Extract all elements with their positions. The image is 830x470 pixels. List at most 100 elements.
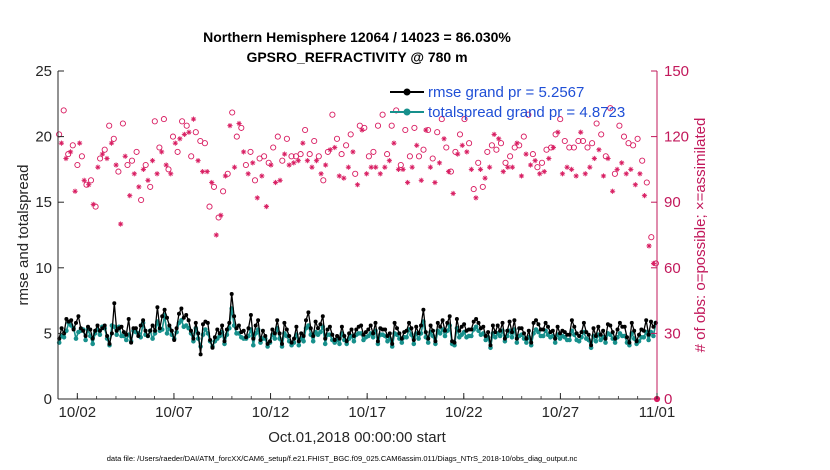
rmse-point bbox=[181, 315, 186, 320]
assimilated-obs-marker bbox=[377, 171, 383, 177]
totalspread-point bbox=[83, 337, 88, 343]
rmse-point bbox=[435, 320, 440, 325]
possible-obs-marker bbox=[288, 153, 295, 160]
axes: 0 5 10 15 20 25 0 30 60 90 120 150 10/02 10/07 10/12 10… bbox=[35, 63, 689, 421]
rmse-point bbox=[649, 319, 653, 324]
assimilated-obs-marker bbox=[473, 195, 479, 201]
rmse-point bbox=[224, 327, 229, 332]
rmse-point bbox=[165, 315, 169, 320]
possible-obs-marker bbox=[616, 122, 623, 129]
possible-obs-marker bbox=[566, 144, 573, 151]
rmse-point bbox=[121, 330, 126, 335]
assimilated-obs-marker bbox=[436, 160, 443, 166]
assimilated-obs-marker bbox=[77, 140, 83, 146]
possible-obs-marker bbox=[87, 177, 95, 184]
assimilated-obs-marker bbox=[272, 179, 279, 186]
assimilated-obs-marker bbox=[555, 129, 561, 135]
rmse-point bbox=[335, 334, 340, 338]
possible-obs-marker bbox=[434, 129, 441, 136]
possible-obs-marker bbox=[119, 120, 126, 127]
possible-obs-marker bbox=[415, 153, 423, 160]
totalspread-point bbox=[150, 336, 155, 341]
assimilated-obs-marker bbox=[282, 151, 288, 157]
assimilated-obs-marker bbox=[532, 158, 538, 164]
rmse-point bbox=[399, 336, 404, 341]
assimilated-obs-marker bbox=[600, 173, 607, 179]
rmse-point bbox=[64, 317, 69, 321]
possible-obs-marker bbox=[333, 135, 341, 142]
possible-obs-marker bbox=[589, 140, 596, 147]
rmse-point bbox=[512, 318, 517, 323]
totalspread-point bbox=[469, 333, 474, 339]
possible-obs-marker bbox=[397, 161, 404, 169]
x-tick-label: 11/01 bbox=[639, 404, 675, 421]
assimilated-obs-marker bbox=[477, 166, 484, 172]
assimilated-obs-marker bbox=[332, 144, 338, 151]
rmse-point bbox=[603, 336, 608, 341]
legend-marker bbox=[403, 88, 411, 96]
possible-obs-marker bbox=[411, 124, 418, 131]
legend-label: rmse grand pr = 5.2567 bbox=[428, 84, 584, 101]
totalspread-point bbox=[164, 331, 170, 336]
rmse-point bbox=[256, 318, 261, 323]
assimilated-obs-marker bbox=[500, 168, 506, 175]
totalspread-point bbox=[310, 339, 316, 344]
rmse-point bbox=[145, 334, 150, 338]
assimilated-obs-marker bbox=[405, 179, 411, 186]
assimilated-obs-marker bbox=[518, 173, 525, 179]
possible-obs-marker bbox=[579, 137, 587, 145]
rmse-point bbox=[637, 332, 641, 337]
totalspread-point bbox=[540, 333, 546, 339]
chart-title-line1: Northern Hemisphere 12064 / 14023 = 86.0… bbox=[203, 29, 511, 45]
rmse-point bbox=[529, 340, 534, 345]
rmse-point bbox=[481, 324, 486, 329]
rmse-point bbox=[90, 336, 95, 341]
assimilated-obs-marker bbox=[395, 166, 402, 172]
rmse-point bbox=[591, 326, 596, 331]
possible-obs-marker bbox=[279, 157, 286, 164]
rmse-point bbox=[172, 338, 177, 342]
rmse-point bbox=[531, 320, 536, 325]
rmse-point bbox=[577, 334, 582, 338]
assimilated-obs-marker bbox=[81, 177, 87, 183]
assimilated-obs-marker bbox=[418, 177, 424, 183]
rmse-point bbox=[572, 324, 577, 329]
totalspread-point bbox=[437, 331, 443, 336]
assimilated-obs-marker bbox=[455, 151, 461, 157]
assimilated-obs-marker bbox=[254, 195, 260, 201]
assimilated-obs-marker bbox=[263, 203, 269, 210]
rmse-point bbox=[627, 340, 632, 345]
rmse-point bbox=[294, 324, 299, 329]
rmse-point bbox=[253, 323, 258, 328]
assimilated-obs-marker bbox=[423, 127, 429, 133]
totalspread-point bbox=[651, 333, 656, 339]
assimilated-obs-marker bbox=[259, 173, 265, 179]
rmse-point bbox=[476, 320, 481, 325]
rmse-point bbox=[126, 317, 131, 321]
x-tick-label: 10/22 bbox=[445, 404, 483, 421]
rmse-point bbox=[505, 328, 510, 333]
possible-obs-marker bbox=[607, 105, 614, 112]
left-tick-label: 0 bbox=[44, 391, 52, 408]
rmse-point bbox=[299, 331, 304, 336]
totalspread-point bbox=[612, 340, 618, 345]
possible-obs-marker bbox=[110, 135, 117, 142]
rmse-point bbox=[205, 320, 210, 325]
possible-obs-marker bbox=[188, 153, 195, 160]
rmse-point bbox=[385, 334, 390, 338]
rmse-point bbox=[421, 307, 426, 312]
rmse-point bbox=[69, 318, 74, 323]
rmse-point bbox=[387, 331, 392, 336]
totalspread-point bbox=[411, 341, 417, 347]
assimilated-obs-marker bbox=[227, 123, 233, 129]
right-tick-label: 0 bbox=[664, 391, 672, 408]
assimilated-obs-marker bbox=[127, 193, 133, 199]
rmse-point bbox=[431, 328, 435, 333]
rmse-point bbox=[198, 352, 203, 357]
rmse-point bbox=[524, 336, 529, 341]
rmse-point bbox=[179, 306, 184, 311]
rmse-point bbox=[493, 330, 498, 335]
rmse-point bbox=[514, 336, 519, 341]
rmse-point bbox=[330, 332, 335, 337]
rmse-point bbox=[184, 313, 189, 317]
